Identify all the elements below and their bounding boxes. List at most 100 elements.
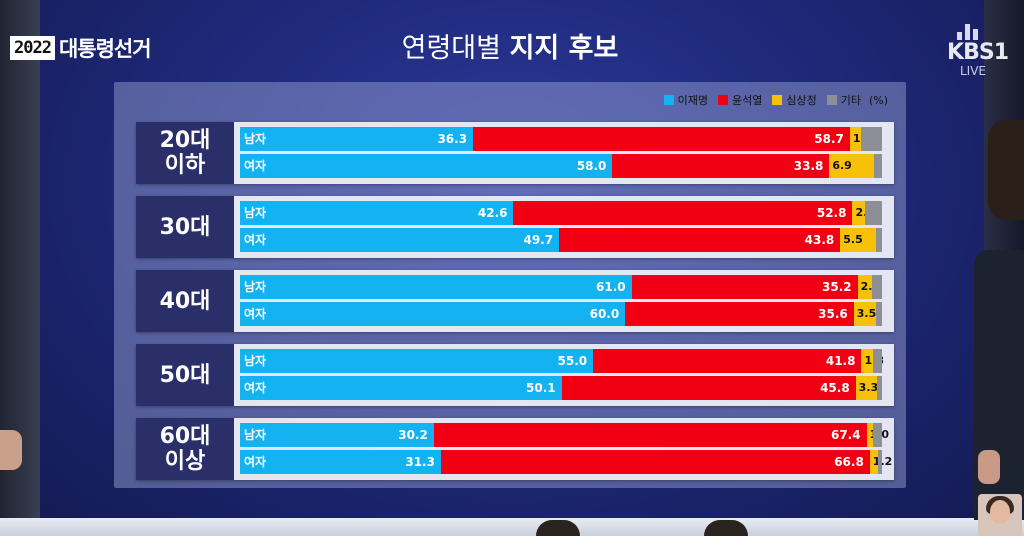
bar-segment-other — [865, 201, 882, 225]
bar-segment-other — [876, 376, 882, 400]
bar-segment — [240, 376, 562, 400]
gender-label: 여자 — [244, 307, 267, 321]
bar-value-label: 45.8 — [820, 381, 850, 395]
bar-segment — [473, 127, 850, 151]
bottom-studio-strip — [0, 518, 1024, 536]
bar-value-label: 36.3 — [437, 132, 468, 146]
live-label: LIVE — [959, 64, 986, 78]
bar-segment — [240, 127, 474, 151]
age-group-label: 60대 이상 — [136, 418, 234, 480]
age-group-label: 50대 — [136, 344, 234, 406]
bar-segment — [631, 275, 858, 299]
bar-value-label: 3.3 — [858, 381, 879, 394]
kbs-bars-icon — [957, 24, 978, 40]
bar-segment — [593, 349, 862, 373]
bar-segment — [240, 154, 613, 178]
bar-value-label: 61.0 — [596, 280, 626, 294]
bar-segment — [240, 450, 441, 474]
gender-label: 남자 — [244, 280, 267, 294]
gender-label: 남자 — [244, 428, 267, 442]
chart-title-bold: 지지 후보 — [509, 33, 619, 64]
bar-value-label: 41.8 — [825, 354, 856, 368]
bar-row: 42.652.82.0남자 — [240, 201, 882, 225]
sign-language-interpreter — [978, 494, 1022, 536]
guest-head — [704, 520, 748, 536]
bar-row: 58.0 33.8 6.9 여자 — [240, 154, 882, 178]
legend-swatch — [663, 95, 674, 105]
bar-segment — [625, 302, 854, 326]
presenter-hand — [0, 430, 22, 470]
gender-label: 여자 — [244, 381, 267, 395]
bar-value-label: 33.8 — [793, 159, 824, 173]
bar-row: 50.1 45.8 3.3 여자 — [240, 376, 882, 400]
legend-label: 심상정 — [786, 94, 817, 107]
legend-item: 기타 — [826, 92, 861, 108]
chart-title-regular: 연령대별 — [401, 33, 501, 64]
bar-segment — [849, 127, 861, 151]
legend-items: 이재명 윤석열 심상정 기타 — [654, 92, 861, 108]
election-year: 2022 — [10, 36, 55, 60]
bar-segment — [240, 201, 514, 225]
age-group: 40대 61.0 35.2 2.3 남자 60.0 35.6 3.5 여자 — [136, 270, 894, 332]
legend-swatch — [717, 95, 728, 105]
bar-segment-other — [877, 450, 882, 474]
bar-value-label: 67.4 — [830, 428, 861, 442]
bar-value-label: 43.8 — [804, 233, 835, 247]
legend-swatch — [826, 95, 837, 105]
bar-segment — [240, 228, 560, 252]
bar-value-label: 31.3 — [405, 455, 435, 469]
bar-value-label: 60.0 — [589, 307, 620, 321]
bar-segment — [852, 201, 866, 225]
age-group-label: 40대 — [136, 270, 234, 332]
bar-segment — [561, 376, 856, 400]
bar-segment — [612, 154, 830, 178]
gender-label: 남자 — [244, 354, 267, 368]
bar-value-label: 3.5 — [856, 307, 877, 320]
bar-segment-other — [873, 349, 882, 373]
bar-segment — [240, 349, 594, 373]
gender-label: 여자 — [244, 159, 267, 173]
age-group-label: 30대 — [136, 196, 234, 258]
gender-label: 여자 — [244, 233, 267, 247]
bar-segment — [440, 450, 870, 474]
guest-head — [536, 520, 580, 536]
election-title: 대통령선거 — [58, 37, 152, 61]
bar-segment — [240, 423, 434, 447]
legend-unit: (%) — [868, 93, 888, 107]
legend-label: 이재명 — [677, 94, 708, 107]
bar-value-label: 52.8 — [816, 206, 847, 220]
bar-value-label: 1.2 — [872, 455, 893, 468]
legend-label: 윤석열 — [731, 94, 763, 107]
bar-segment-other — [873, 423, 882, 447]
bar-value-label: 42.6 — [477, 206, 508, 220]
bar-row: 61.0 35.2 2.3 남자 — [240, 275, 882, 299]
bar-segment — [513, 201, 853, 225]
bar-value-label: 5.5 — [843, 233, 863, 246]
bar-row: 36.358.71.7남자 — [240, 127, 882, 151]
bar-segment-other — [876, 302, 882, 326]
bar-value-label: 58.7 — [814, 132, 844, 146]
bar-value-label: 30.2 — [398, 428, 428, 442]
legend-item: 윤석열 — [717, 92, 763, 108]
chart-legend: 이재명 윤석열 심상정 기타 (%) — [654, 92, 888, 108]
news-anchor — [972, 120, 1024, 520]
bar-segment — [853, 302, 877, 326]
bar-segment — [829, 154, 874, 178]
bar-value-label: 66.8 — [834, 455, 864, 469]
bar-row: 55.041.81.8남자 — [240, 349, 884, 373]
bar-value-label: 50.1 — [526, 381, 556, 395]
bar-row: 60.0 35.6 3.5 여자 — [240, 302, 882, 326]
bar-value-label: 35.2 — [822, 280, 852, 294]
bar-segment — [240, 275, 632, 299]
legend-label: 기타 — [840, 94, 861, 107]
bar-segment-other — [875, 228, 882, 252]
bar-segment-other — [873, 154, 882, 178]
gender-label: 여자 — [244, 455, 267, 469]
bar-segment — [840, 228, 876, 252]
bar-segment — [559, 228, 841, 252]
bar-segment-other — [872, 275, 882, 299]
